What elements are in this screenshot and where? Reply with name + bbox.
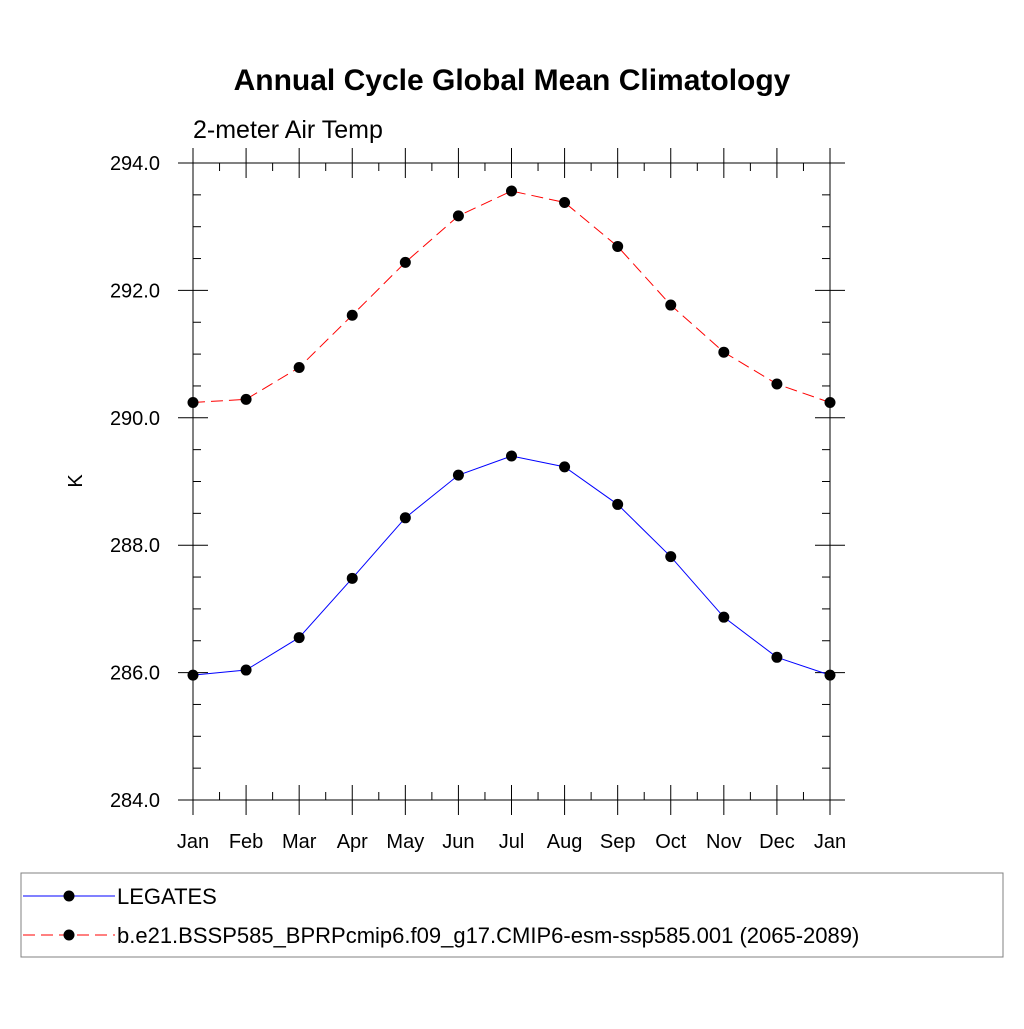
data-point — [665, 299, 677, 311]
y-axis-label: K — [65, 474, 87, 488]
data-point — [612, 498, 624, 510]
x-tick-label: Jan — [814, 831, 846, 853]
data-point — [293, 361, 305, 373]
x-tick-label: Jun — [442, 831, 474, 853]
data-point — [718, 346, 730, 358]
data-point — [559, 461, 571, 473]
data-point — [187, 669, 199, 681]
y-tick-label: 284.0 — [110, 790, 160, 812]
data-point — [559, 196, 571, 208]
data-point — [346, 309, 358, 321]
legend-box — [20, 872, 1004, 958]
data-point — [399, 512, 411, 524]
y-tick-label: 288.0 — [110, 535, 160, 557]
x-tick-label: Dec — [759, 831, 795, 853]
data-point — [240, 664, 252, 676]
series-line-2 — [192, 190, 831, 404]
x-tick-label: Apr — [337, 831, 368, 853]
legend-label-2: b.e21.BSSP585_BPRPcmip6.f09_g17.CMIP6-es… — [117, 923, 859, 948]
data-point — [506, 450, 517, 462]
data-point — [240, 393, 252, 405]
legend: LEGATES b.e21.BSSP585_BPRPcmip6.f09_g17.C… — [23, 884, 859, 948]
data-point — [824, 669, 836, 681]
x-tick-label: Sep — [600, 831, 636, 853]
x-tick-label: Feb — [229, 831, 263, 853]
series-line-1 — [192, 455, 831, 676]
series-lines — [192, 190, 831, 676]
x-tick-label: Nov — [706, 831, 742, 853]
data-point — [346, 572, 358, 584]
axis-ticks: Jan Feb Mar Apr May Jun Jul Aug Sep Oct Nov Dec Jan 2… — [110, 148, 846, 853]
data-point — [452, 469, 464, 481]
x-tick-label: Mar — [282, 831, 317, 853]
x-tick-label: May — [386, 831, 424, 853]
data-point — [293, 632, 305, 644]
chart-title: Annual Cycle Global Mean Climatology — [234, 64, 791, 97]
chart-subtitle: 2-meter Air Temp — [193, 116, 383, 144]
data-point — [718, 611, 730, 623]
data-point — [665, 551, 677, 563]
legend-marker-2 — [63, 929, 75, 941]
data-point — [771, 651, 783, 663]
x-tick-label: Jan — [177, 831, 209, 853]
data-point — [187, 397, 199, 409]
data-point — [824, 397, 836, 409]
data-point — [399, 256, 411, 268]
y-tick-label: 294.0 — [110, 153, 160, 175]
data-point — [771, 378, 783, 390]
y-tick-label: 292.0 — [110, 280, 160, 302]
y-tick-label: 286.0 — [110, 663, 160, 685]
series-markers — [187, 185, 836, 681]
x-tick-label: Oct — [655, 831, 687, 853]
legend-marker-1 — [63, 890, 75, 902]
x-tick-label: Jul — [499, 831, 525, 853]
y-tick-label: 290.0 — [110, 408, 160, 430]
data-point — [506, 185, 517, 197]
plot-frame — [192, 162, 831, 801]
data-point — [612, 240, 624, 252]
x-tick-label: Aug — [547, 831, 583, 853]
data-point — [452, 210, 464, 222]
legend-label-1: LEGATES — [117, 884, 217, 909]
